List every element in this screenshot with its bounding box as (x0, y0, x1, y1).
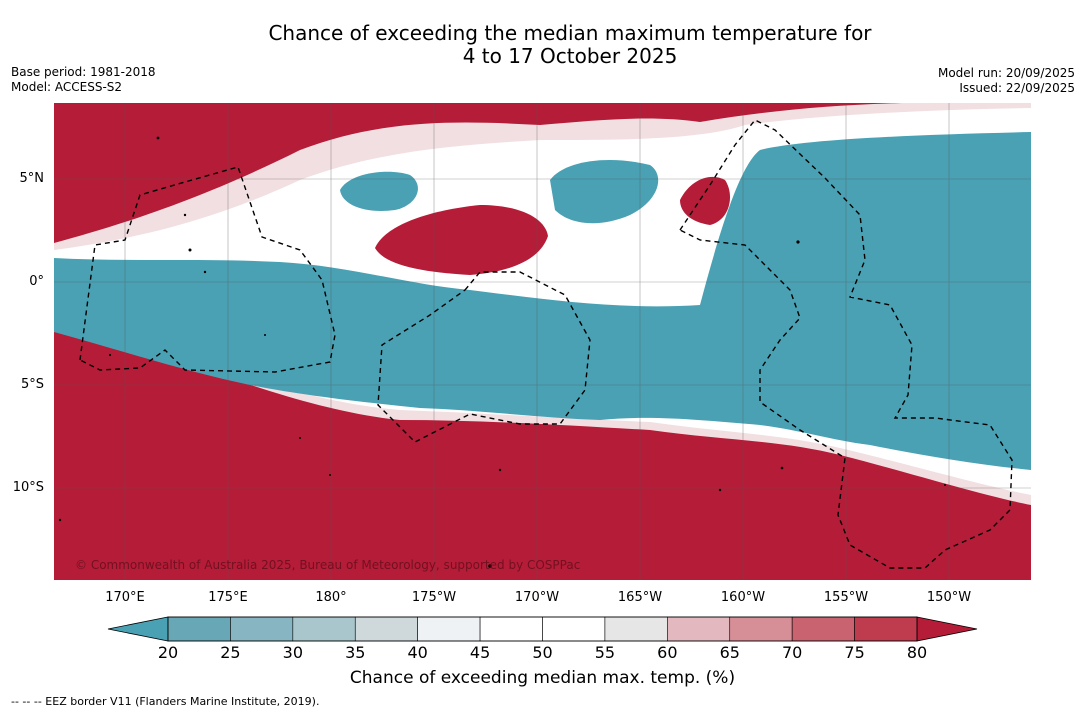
colorbar-tick-65: 65 (719, 643, 740, 662)
colorbar-tick-80: 80 (906, 643, 928, 662)
map-title-line-1: Chance of exceeding the median maximum t… (268, 21, 872, 45)
colorbar-segment-10 (791, 616, 855, 642)
copyright-notice: © Commonwealth of Australia 2025, Bureau… (75, 558, 580, 572)
colorbar-tick-55: 55 (594, 643, 616, 662)
issued-date: Issued: 22/09/2025 (959, 81, 1075, 95)
colorbar-segment-0 (167, 616, 231, 642)
lon-label-175w: 175°W (411, 590, 457, 605)
colorbar-tick-75: 75 (844, 643, 865, 662)
colorbar-tick-50: 50 (532, 643, 553, 662)
colorbar-tick-45: 45 (469, 643, 491, 662)
colorbar (107, 616, 978, 642)
lon-label-170e: 170°E (105, 590, 145, 605)
colorbar-tick-70: 70 (781, 643, 803, 662)
colorbar-tick-40: 40 (407, 643, 428, 662)
lon-label-155w: 155°W (823, 590, 869, 605)
colorbar-segment-2 (292, 616, 356, 642)
graticule (54, 103, 1031, 580)
colorbar-segment-5 (479, 616, 543, 642)
warm-pocket-east (680, 176, 730, 225)
colorbar-segment-4 (417, 616, 481, 642)
colorbar-segment-1 (230, 616, 294, 642)
lon-label-160w: 160°W (720, 590, 766, 605)
lat-label-0: 0° (29, 274, 44, 289)
meta-left: Base period: 1981-2018 Model: ACCESS-S2 (11, 65, 156, 95)
lon-label-170w: 170°W (514, 590, 560, 605)
cool-blob-northwest (340, 171, 418, 211)
meta-right: Model run: 20/09/2025 Issued: 22/09/2025 (938, 66, 1075, 96)
lat-label-10s: 10°S (12, 480, 44, 495)
colorbar-segment-6 (542, 616, 606, 642)
colorbar-label: Chance of exceeding median max. temp. (%… (349, 668, 736, 688)
islands (58, 136, 946, 568)
warm-pocket-central (375, 205, 548, 275)
eez-legend: -- -- -- EEZ border V11 (Flanders Marine… (11, 695, 320, 708)
lon-label-175e: 175°E (208, 590, 248, 605)
colorbar-tick-30: 30 (282, 643, 304, 662)
colorbar-tick-60: 60 (657, 643, 678, 662)
colorbar-segment-3 (354, 616, 418, 642)
base-period: Base period: 1981-2018 (11, 65, 156, 79)
lon-label-150w: 150°W (926, 590, 972, 605)
cool-blob-north (550, 160, 659, 224)
cool-tongue (54, 132, 1031, 470)
colorbar-high-extend (916, 616, 978, 642)
colorbar-tick-35: 35 (345, 643, 366, 662)
colorbar-segment-8 (667, 616, 731, 642)
lat-label-5s: 5°S (20, 377, 44, 392)
colorbar-tick-25: 25 (220, 643, 241, 662)
colorbar-segment-7 (604, 616, 668, 642)
model-name: Model: ACCESS-S2 (11, 80, 123, 94)
map-field (54, 103, 1031, 580)
map-title-line-2: 4 to 17 October 2025 (462, 44, 678, 68)
eez-borders (79, 119, 1013, 569)
colorbar-segment-11 (854, 616, 918, 642)
lon-label-165w: 165°W (617, 590, 663, 605)
model-run: Model run: 20/09/2025 (937, 66, 1075, 80)
lon-label-180: 180° (315, 590, 347, 605)
lat-label-5n: 5°N (19, 171, 45, 186)
colorbar-low-extend (107, 616, 169, 642)
colorbar-tick-20: 20 (157, 643, 179, 662)
colorbar-segment-9 (729, 616, 793, 642)
